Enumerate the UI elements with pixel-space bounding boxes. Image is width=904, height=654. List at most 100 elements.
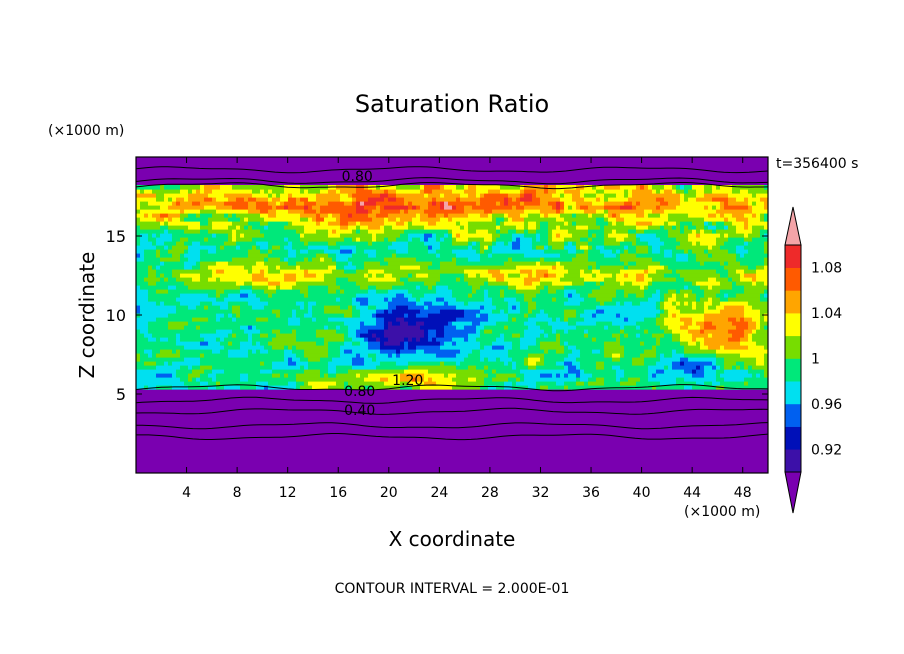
field-cell	[336, 289, 341, 294]
field-cell	[760, 197, 768, 202]
field-cell	[572, 281, 585, 286]
field-cell	[308, 245, 329, 250]
field-cell	[468, 365, 477, 370]
field-cell	[368, 197, 385, 202]
field-cell	[148, 273, 157, 278]
field-cell	[172, 269, 213, 274]
field-cell	[324, 217, 337, 222]
field-cell	[580, 237, 589, 242]
field-cell	[660, 189, 665, 194]
field-cell	[480, 385, 489, 390]
field-cell	[368, 305, 377, 310]
field-cell	[284, 349, 293, 354]
field-cell	[268, 381, 289, 386]
field-cell	[268, 245, 273, 250]
field-cell	[216, 293, 221, 298]
field-cell	[448, 229, 453, 234]
field-cell	[280, 281, 297, 286]
field-cell	[472, 321, 481, 326]
field-cell	[392, 253, 397, 258]
field-cell	[740, 273, 745, 278]
field-cell	[528, 353, 545, 358]
field-cell	[564, 293, 569, 298]
field-cell	[456, 221, 461, 226]
field-cell	[736, 245, 745, 250]
field-cell	[724, 369, 749, 374]
field-cell	[400, 373, 425, 378]
field-cell	[584, 309, 597, 314]
x-axis: 4 8 12 16 20 24 28 32 36 40 44 48	[182, 157, 752, 501]
field-cell	[540, 385, 549, 390]
field-cell	[684, 193, 697, 198]
field-cell	[628, 377, 641, 382]
field-cell	[720, 233, 725, 238]
field-cell	[488, 385, 497, 390]
field-cell	[252, 281, 269, 286]
field-cell	[636, 293, 645, 298]
field-cell	[672, 249, 685, 254]
field-cell	[184, 197, 189, 202]
field-cell	[660, 225, 665, 230]
field-cell	[228, 353, 249, 358]
field-cell	[500, 225, 517, 230]
field-cell	[436, 249, 453, 254]
field-cell	[712, 253, 737, 258]
field-cell	[372, 273, 377, 278]
field-cell	[404, 197, 433, 202]
field-cell	[308, 381, 337, 386]
field-cell	[504, 325, 509, 330]
field-cell	[456, 353, 469, 358]
field-cell	[656, 337, 661, 342]
field-cell	[456, 261, 505, 266]
field-cell	[232, 313, 237, 318]
field-cell	[520, 301, 529, 306]
field-cell	[708, 285, 713, 290]
field-cell	[176, 285, 189, 290]
field-cell	[712, 361, 717, 366]
field-cell	[476, 329, 481, 334]
field-cell	[136, 285, 141, 290]
field-cell	[260, 369, 273, 374]
field-cell	[524, 293, 537, 298]
field-cell	[540, 233, 549, 238]
field-cell	[552, 325, 577, 330]
field-cell	[248, 225, 253, 230]
field-cell	[136, 325, 149, 330]
field-cell	[620, 381, 637, 386]
field-cell	[516, 365, 529, 370]
contour-line	[136, 182, 768, 190]
field-cell	[168, 221, 201, 226]
field-cell	[496, 385, 505, 390]
field-cell	[376, 333, 385, 338]
field-cell	[204, 205, 217, 210]
field-cell	[592, 373, 617, 378]
field-cell	[764, 353, 768, 358]
field-cell	[596, 193, 605, 198]
field-cell	[604, 353, 613, 358]
field-cell	[536, 293, 565, 298]
field-cell	[688, 293, 697, 298]
field-cell	[612, 213, 617, 218]
field-cell	[444, 329, 477, 334]
field-cell	[168, 249, 185, 254]
field-cell	[668, 221, 677, 226]
field-cell	[504, 293, 525, 298]
field-cell	[336, 217, 341, 222]
field-cell	[500, 185, 521, 190]
x-tick-label: 24	[430, 485, 448, 501]
field-cell	[676, 205, 705, 210]
field-cell	[232, 309, 241, 314]
field-cell	[688, 189, 697, 194]
field-cell	[280, 197, 289, 202]
field-cell	[348, 329, 357, 334]
field-cell	[212, 301, 229, 306]
field-cell	[516, 381, 537, 386]
field-cell	[464, 189, 477, 194]
field-cell	[240, 225, 245, 230]
field-cell	[488, 229, 497, 234]
field-cell	[472, 293, 485, 298]
field-cell	[496, 321, 525, 326]
field-cell	[140, 201, 149, 206]
field-cell	[504, 221, 525, 226]
field-cell	[384, 273, 393, 278]
